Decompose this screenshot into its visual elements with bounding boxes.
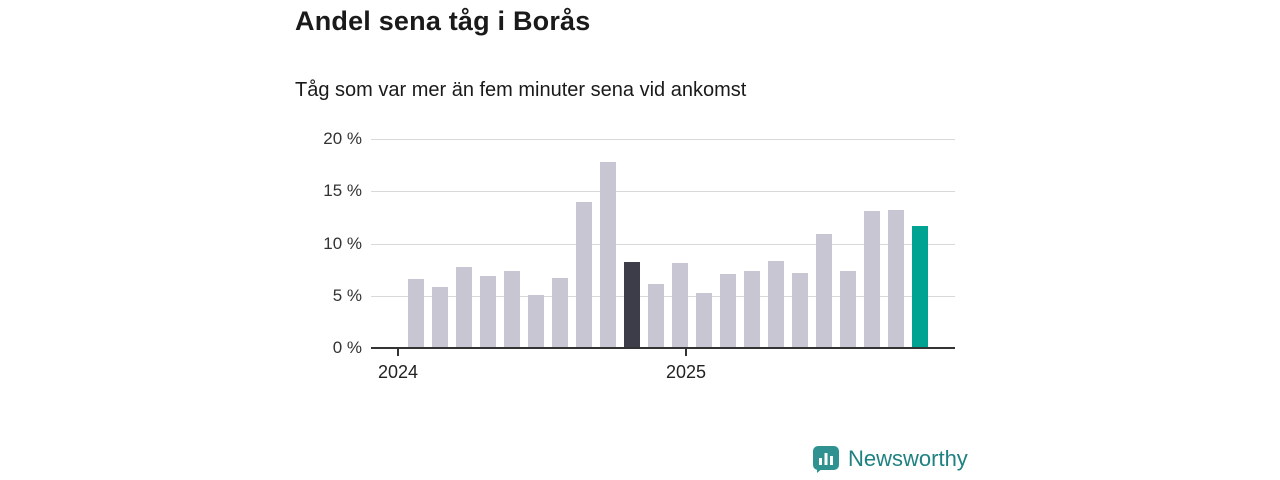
bar-2024-01 [408,279,424,347]
y-tick-label: 10 % [323,233,362,253]
bar-2024-08 [576,201,592,347]
bar-2025-10 [912,225,928,347]
x-tick-mark [685,349,687,356]
gridline [371,139,955,140]
y-tick-label: 0 % [332,338,362,357]
x-tick-label-2024: 2024 [377,362,419,382]
bar-2025-06 [816,234,832,347]
bar-2024-02 [432,287,448,347]
y-tick-label: 20 % [323,129,362,148]
x-tick-mark [397,349,399,356]
chart-subtitle: Tåg som var mer än fem minuter sena vid … [295,79,747,101]
bar-2024-03 [456,266,472,347]
newsworthy-brand: Newsworthy [812,445,968,473]
bar-2025-01 [696,292,712,347]
bar-2024-04 [480,275,496,347]
chart-title: Andel sena tåg i Borås [295,6,591,36]
bar-2024-07 [552,278,568,347]
bar-2024-05 [504,270,520,347]
bar-2024-12 [672,263,688,347]
y-tick-label: 15 % [323,181,362,201]
bar-2025-08 [864,211,880,347]
bar-2025-09 [888,210,904,347]
bar-2025-07 [840,270,856,347]
bar-2025-02 [720,273,736,347]
newsworthy-logo-icon [813,446,839,473]
bar-2025-03 [744,270,760,347]
gridline [371,191,955,193]
bar-2025-04 [768,261,784,347]
y-tick-label: 5 % [332,285,362,305]
plot-area: 2024 2025 [371,139,955,382]
bar-2024-11 [648,284,664,347]
bar-2025-05 [792,272,808,347]
y-axis-labels: 0 % 5 % 10 % 15 % 20 % [290,129,362,357]
newsworthy-logo-text: Newsworthy [848,446,968,471]
gridline [371,243,955,245]
bar-2024-06 [528,294,544,347]
bar-2024-09 [600,162,616,347]
x-axis-line [371,347,955,349]
x-tick-label-2025: 2025 [665,362,707,382]
bar-2024-10 [624,262,640,347]
